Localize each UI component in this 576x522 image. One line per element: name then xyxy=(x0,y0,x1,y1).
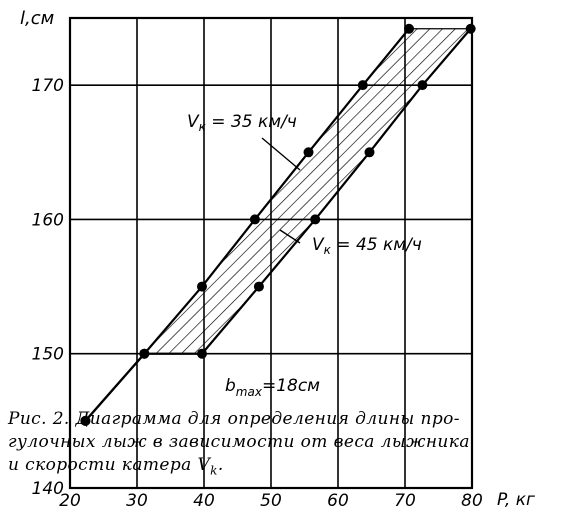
data-point xyxy=(196,348,207,359)
data-point xyxy=(357,80,368,91)
x-tick-label: 50 xyxy=(260,491,282,511)
data-point xyxy=(465,23,476,34)
data-point xyxy=(80,415,91,426)
v35-leader xyxy=(261,137,301,171)
x-axis-label: P, кг xyxy=(497,490,535,510)
x-tick-label: 80 xyxy=(461,491,483,511)
v45-leader xyxy=(279,229,301,244)
data-point xyxy=(196,281,207,292)
annotation-bmax: bmax=18см xyxy=(225,376,320,399)
caption-line-1: Рис. 2. Диаграмма для определения длины … xyxy=(8,409,460,429)
data-point xyxy=(303,147,314,158)
data-point xyxy=(417,80,428,91)
data-points xyxy=(80,23,476,426)
annotation-v45: Vк = 45 км/ч xyxy=(312,235,422,257)
annotation-v35: Vк = 35 км/ч xyxy=(187,112,297,134)
data-point xyxy=(404,23,415,34)
data-point xyxy=(139,348,150,359)
x-tick-label: 40 xyxy=(193,491,215,511)
x-tick-label: 30 xyxy=(126,491,148,511)
y-tick-label: 150 xyxy=(32,345,64,365)
y-tick-label: 160 xyxy=(32,210,64,230)
caption-line-3: и скорости катера Vk. xyxy=(8,455,224,478)
data-point xyxy=(249,214,260,225)
data-point xyxy=(253,281,264,292)
figure-caption: Рис. 2. Диаграмма для определения длины … xyxy=(8,408,553,482)
x-tick-label: 70 xyxy=(394,491,416,511)
x-tick-label: 60 xyxy=(327,491,349,511)
caption-line-2: гулочных лыж в зависимости от веса лыжни… xyxy=(8,432,470,452)
data-point xyxy=(364,147,375,158)
x-tick-label: 20 xyxy=(59,491,81,511)
series-line-2 xyxy=(84,28,472,422)
y-axis-label: l,см xyxy=(20,8,54,29)
plot-frame xyxy=(68,16,474,490)
hatched-band xyxy=(85,28,471,421)
tick-labels: 20 30 40 50 60 70 80 140 150 160 170 xyxy=(32,76,483,511)
y-tick-label: 170 xyxy=(32,76,64,96)
y-tick-label: 140 xyxy=(32,479,64,499)
data-point xyxy=(310,214,321,225)
